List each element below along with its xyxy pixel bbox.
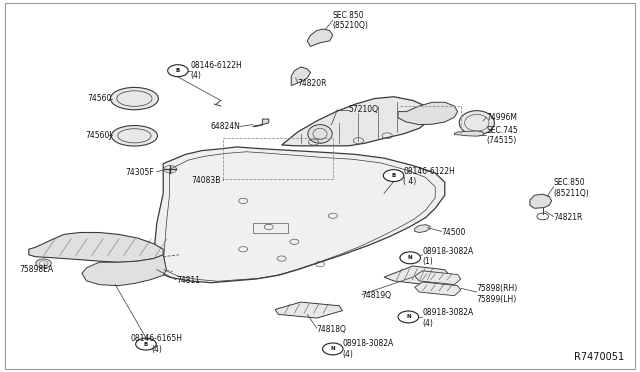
Text: R7470051: R7470051 xyxy=(574,352,624,362)
Text: 08918-3082A
(4): 08918-3082A (4) xyxy=(342,339,394,359)
Text: SEC.745
(74515): SEC.745 (74515) xyxy=(486,126,518,145)
Polygon shape xyxy=(415,225,430,232)
Ellipse shape xyxy=(460,111,495,135)
Circle shape xyxy=(383,170,404,182)
Text: 74500: 74500 xyxy=(442,228,466,237)
Text: 75898EA: 75898EA xyxy=(19,265,53,274)
Polygon shape xyxy=(253,119,269,126)
Text: SEC.850
(85210Q): SEC.850 (85210Q) xyxy=(333,11,369,30)
Text: 74083B: 74083B xyxy=(191,176,221,185)
Polygon shape xyxy=(398,102,458,125)
Text: SEC.850
(85211Q): SEC.850 (85211Q) xyxy=(554,178,589,198)
Circle shape xyxy=(168,65,188,77)
Circle shape xyxy=(324,344,341,354)
Polygon shape xyxy=(415,282,461,296)
Circle shape xyxy=(400,253,417,263)
Circle shape xyxy=(400,312,417,322)
Ellipse shape xyxy=(308,125,332,143)
Text: 08146-6165H
(4): 08146-6165H (4) xyxy=(131,334,183,354)
Polygon shape xyxy=(454,131,483,136)
Text: 08918-3082A
(4): 08918-3082A (4) xyxy=(422,308,474,328)
Text: N: N xyxy=(406,314,411,320)
Polygon shape xyxy=(530,194,552,208)
Polygon shape xyxy=(29,232,163,262)
Circle shape xyxy=(323,343,343,355)
Circle shape xyxy=(36,259,51,268)
Text: B: B xyxy=(144,341,148,347)
Text: 08918-3082A
(1): 08918-3082A (1) xyxy=(422,247,474,266)
Text: N: N xyxy=(330,346,335,352)
Ellipse shape xyxy=(111,125,157,146)
Text: 74996M: 74996M xyxy=(486,113,517,122)
Ellipse shape xyxy=(111,87,159,110)
Text: 74819Q: 74819Q xyxy=(362,291,392,300)
Text: B: B xyxy=(176,68,180,73)
Text: 74560: 74560 xyxy=(88,94,112,103)
Polygon shape xyxy=(282,97,432,146)
Text: 74305F: 74305F xyxy=(125,169,154,177)
Text: 74821R: 74821R xyxy=(554,213,583,222)
Circle shape xyxy=(136,338,156,350)
Polygon shape xyxy=(82,255,166,286)
Text: B: B xyxy=(392,173,396,178)
Circle shape xyxy=(398,311,419,323)
Polygon shape xyxy=(291,67,310,86)
Text: 74560J: 74560J xyxy=(85,131,112,140)
Text: 08146-6122H
( 4): 08146-6122H ( 4) xyxy=(403,167,455,186)
Polygon shape xyxy=(275,302,342,318)
Text: 64824N: 64824N xyxy=(210,122,240,131)
Text: 75898(RH)
75899(LH): 75898(RH) 75899(LH) xyxy=(477,284,518,304)
Text: 57210Q: 57210Q xyxy=(349,105,379,114)
Polygon shape xyxy=(415,271,461,285)
Polygon shape xyxy=(154,147,445,283)
Text: 74818Q: 74818Q xyxy=(317,325,347,334)
Polygon shape xyxy=(384,266,448,285)
Circle shape xyxy=(400,252,420,264)
Polygon shape xyxy=(307,29,333,46)
Text: 08146-6122H
(4): 08146-6122H (4) xyxy=(191,61,243,80)
Text: N: N xyxy=(408,255,413,260)
Text: 74820R: 74820R xyxy=(298,79,327,88)
Text: 74811: 74811 xyxy=(176,276,200,285)
